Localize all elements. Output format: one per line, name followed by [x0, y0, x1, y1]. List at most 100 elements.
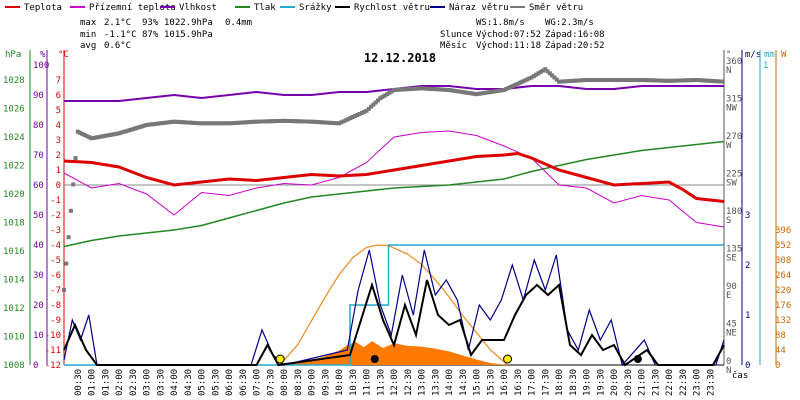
wind-direction-point: [224, 121, 229, 126]
wind-direction-point: [584, 78, 589, 82]
axes: 1028102610241022102010181016101410121010…: [3, 50, 791, 396]
wind-direction-point: [350, 115, 355, 120]
time-tick-label: 08:30: [294, 369, 304, 396]
wind-direction-point: [275, 119, 280, 123]
wind-direction-point: [712, 79, 717, 84]
time-tick-label: 21:30: [651, 369, 661, 396]
wind-direction-point: [570, 78, 575, 83]
stat-max-rain: 0.4mm: [225, 18, 252, 28]
wind-direction-point: [117, 131, 121, 136]
stat-moon-set: Západ:20:52: [545, 41, 605, 51]
wind-direction-point: [105, 133, 110, 138]
wind-direction-point: [353, 114, 357, 118]
wind-direction-point: [568, 79, 573, 83]
wind-direction-point: [511, 83, 516, 88]
wind-direction-point: [575, 78, 580, 83]
wind-direction-point: [403, 87, 408, 92]
axis-label-time: čas: [732, 370, 748, 381]
hpa-tick-label: 1028: [3, 76, 25, 86]
wind-direction-point: [502, 88, 506, 92]
legend-entry: Rychlost větru: [354, 3, 430, 13]
wind-direction-point: [98, 134, 103, 139]
time-tick-label: 22:30: [679, 369, 689, 396]
moon-marker: [370, 355, 379, 363]
wind-direction-point: [518, 80, 522, 85]
wind-direction-point: [149, 122, 154, 127]
hum-tick-label: 30: [33, 271, 44, 281]
temp-tick-label: -9: [50, 316, 61, 326]
time-tick-label: 07:30: [266, 369, 276, 396]
axis-unit-ms: m/s: [745, 50, 761, 60]
wind-direction-point: [385, 92, 390, 97]
wind-direction-point: [442, 87, 447, 92]
hpa-tick-label: 1012: [3, 304, 25, 314]
stat-ws: WS:1.8m/s: [476, 18, 525, 28]
wind-direction-point: [566, 79, 571, 84]
wind-direction-point: [103, 133, 108, 138]
wind-direction-point: [538, 69, 543, 74]
stat-min-pres: 1015.9hPa: [164, 30, 213, 40]
wind-direction-point: [71, 182, 76, 187]
wind-direction-point: [465, 90, 470, 95]
wind-direction-point: [107, 133, 112, 137]
wm-tick-label: 352: [775, 241, 791, 251]
axis-unit-hum: %: [40, 50, 46, 60]
wind-direction-point: [655, 78, 660, 83]
wind-direction-point: [213, 121, 218, 126]
wind-direction-point: [371, 102, 376, 107]
wind-direction-point: [506, 85, 511, 90]
wind-direction-point: [73, 156, 78, 161]
stat-max-temp: 2.1°C: [104, 18, 131, 28]
time-tick-label: 09:00: [308, 369, 318, 396]
axis-unit-wm: W: [781, 50, 787, 60]
wind-direction-point: [563, 79, 568, 84]
wind-direction-point: [261, 119, 266, 124]
time-tick-label: 09:30: [321, 369, 331, 396]
wind-direction-point: [708, 78, 713, 83]
time-tick-label: 03:00: [143, 369, 153, 396]
temp-tick-label: 0: [56, 181, 61, 191]
stat-max-pres: 1022.9hPa: [164, 18, 213, 28]
wind-direction-point: [719, 79, 724, 84]
wind-direction-point: [185, 120, 190, 125]
wind-direction-point: [582, 78, 587, 83]
wind-direction-point: [490, 89, 495, 94]
wind-direction-point: [447, 88, 451, 92]
time-tick-label: 11:00: [363, 369, 373, 396]
time-tick-label: 15:00: [473, 369, 483, 396]
wind-direction-point: [238, 120, 243, 125]
wind-direction-point: [84, 134, 89, 139]
wind-direction-point: [694, 78, 699, 82]
wind-direction-point: [623, 78, 628, 82]
wind-direction-point: [435, 87, 440, 92]
wind-direction-point: [96, 135, 101, 140]
plot-area: [62, 67, 725, 367]
wind-direction-point: [492, 89, 497, 94]
time-tick-label: 04:00: [170, 369, 180, 396]
wind-direction-point: [662, 78, 667, 83]
wind-direction-point: [515, 81, 520, 86]
wind-direction-point: [325, 120, 330, 125]
wind-direction-point: [552, 75, 557, 80]
wind-direction-point: [302, 119, 307, 124]
wind-direction-point: [256, 119, 261, 124]
wind-direction-point: [229, 121, 234, 126]
wind-direction-point: [541, 68, 545, 73]
wind-direction-point: [715, 79, 720, 84]
wind-direction-point: [183, 120, 188, 125]
axis-unit-hpa: hPa: [5, 50, 21, 60]
wind-direction-point: [130, 127, 135, 132]
wind-direction-point: [669, 78, 674, 83]
dir-tick-deg: 45: [726, 320, 737, 330]
wind-direction-point: [144, 123, 149, 127]
hpa-tick-label: 1018: [3, 219, 25, 229]
time-tick-label: 18:30: [569, 369, 579, 396]
wind-direction-point: [101, 134, 105, 139]
wind-direction-point: [270, 119, 275, 124]
legend-entry: Tlak: [254, 3, 276, 13]
wind-direction-point: [82, 133, 87, 137]
wind-direction-point: [245, 120, 250, 125]
wind-direction-point: [573, 78, 577, 83]
stats-block: max 2.1°C 93% 1022.9hPa 0.4mm min -1.1°C…: [80, 18, 605, 51]
wind-direction-point: [472, 91, 477, 96]
